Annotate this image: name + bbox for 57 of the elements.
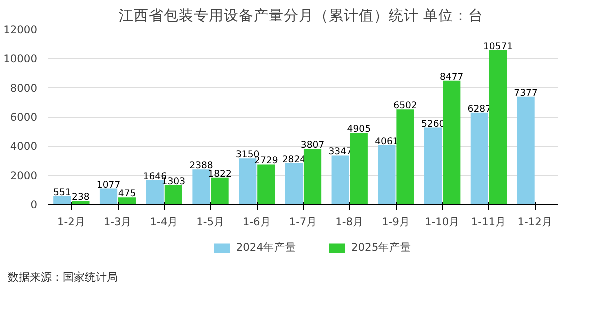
x-tick-label: 1-2月 — [57, 216, 86, 228]
x-tick-label: 1-6月 — [242, 216, 272, 228]
bar — [54, 196, 72, 204]
y-tick-label: 4000 — [10, 140, 38, 154]
source-note: 数据来源：国家统计局 — [8, 270, 118, 286]
bar — [489, 50, 508, 204]
data-label: 4061 — [375, 136, 399, 148]
data-label: 3347 — [328, 146, 353, 158]
bar — [470, 112, 488, 204]
data-label: 475 — [118, 188, 136, 200]
bar — [118, 198, 136, 204]
bar — [350, 132, 368, 204]
bar — [164, 186, 182, 204]
data-label: 551 — [54, 187, 72, 198]
y-tick-label: 8000 — [10, 82, 38, 95]
y-tick-label: 6000 — [10, 111, 38, 124]
data-label: 6502 — [394, 100, 418, 112]
bar — [211, 178, 229, 204]
x-tick-label: 1-8月 — [336, 216, 364, 228]
data-label: 4905 — [347, 124, 372, 135]
data-label: 8477 — [440, 72, 464, 83]
data-label: 10571 — [483, 41, 514, 52]
y-tick-label: 12000 — [4, 24, 38, 36]
data-label: 238 — [72, 192, 90, 204]
bar — [304, 148, 322, 204]
bar — [443, 80, 461, 204]
bar — [396, 110, 414, 204]
data-label: 2729 — [254, 156, 278, 167]
data-label: 3807 — [300, 140, 325, 151]
x-tick-label: 1-5月 — [196, 216, 225, 228]
y-tick-label: 2000 — [10, 169, 38, 182]
x-tick-label: 1-3月 — [104, 216, 132, 228]
bar — [146, 180, 164, 204]
bar — [258, 164, 276, 204]
bar — [378, 145, 396, 204]
data-label: 7377 — [514, 88, 538, 99]
bar — [239, 158, 257, 204]
bar — [100, 188, 118, 204]
x-tick-label: 1-10月 — [425, 216, 460, 228]
bar — [517, 96, 535, 204]
bar — [424, 128, 442, 204]
y-tick-label: 10000 — [4, 52, 38, 66]
chart-title: 江西省包装专用设备产量分月（累计值）统计 单位：台 — [118, 8, 484, 24]
data-label: 6287 — [468, 104, 492, 115]
data-label: 1822 — [208, 168, 232, 180]
legend-label: 2024年产量 — [236, 241, 296, 255]
bar — [285, 163, 304, 204]
y-tick-label: 0 — [30, 198, 38, 212]
x-tick-label: 1-7月 — [289, 216, 318, 228]
bar — [332, 156, 350, 204]
legend-label: 2025年产量 — [352, 241, 412, 255]
x-tick-label: 1-11月 — [471, 216, 507, 228]
bar — [192, 170, 210, 204]
x-tick-label: 1-9月 — [382, 216, 410, 228]
x-tick-label: 1-4月 — [150, 216, 179, 228]
data-label: 1077 — [96, 180, 121, 191]
x-tick-label: 1-12月 — [518, 216, 553, 228]
